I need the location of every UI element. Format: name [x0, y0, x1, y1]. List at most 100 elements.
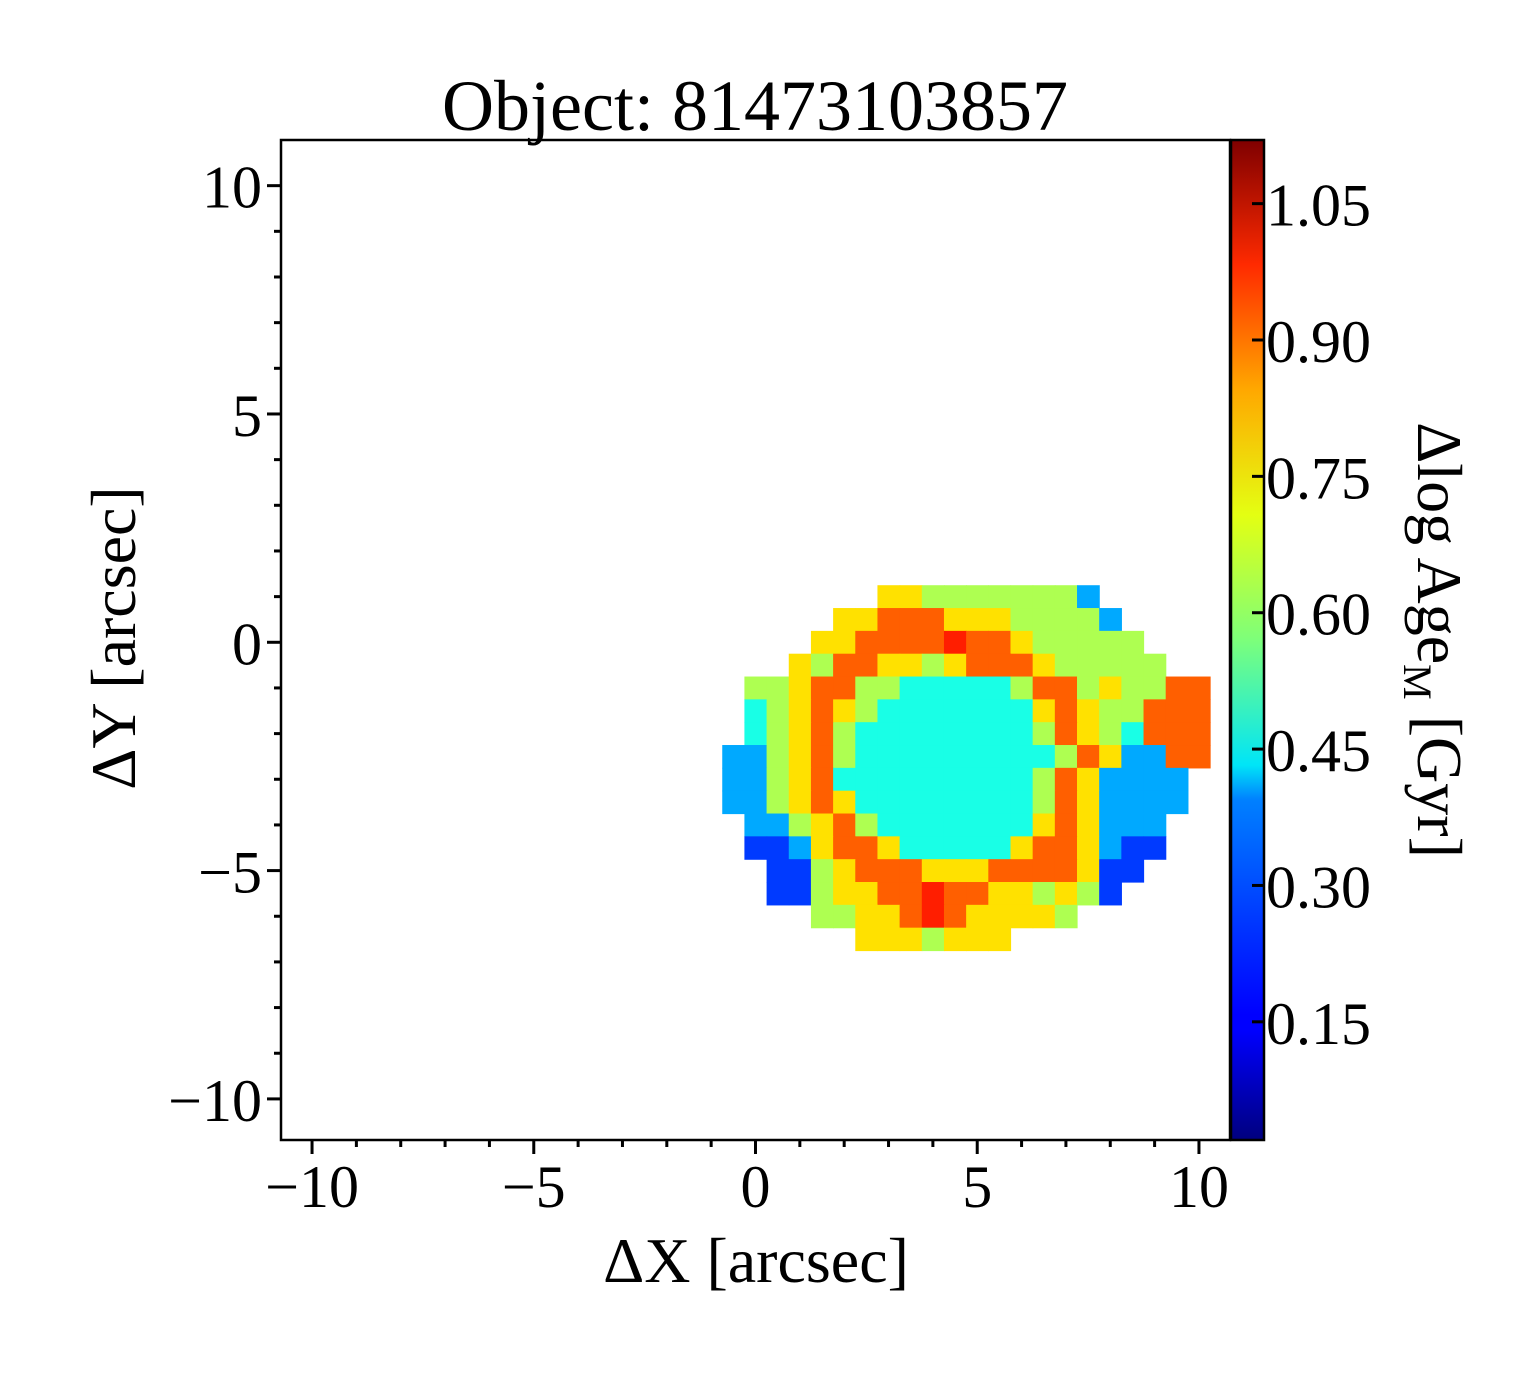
x-tick-label: 0: [741, 1154, 771, 1220]
heatmap-cell: [1121, 745, 1145, 769]
heatmap-cell: [855, 859, 879, 883]
heatmap-cell: [1099, 745, 1122, 769]
heatmap-cell: [1010, 699, 1034, 723]
heatmap-cell: [788, 722, 812, 746]
y-axis-label: ΔY [arcsec]: [78, 486, 149, 789]
heatmap-cell: [1121, 859, 1145, 883]
heatmap-cell: [921, 790, 945, 815]
heatmap-cell: [1143, 653, 1167, 678]
heatmap-cell: [833, 859, 856, 883]
heatmap-cell: [966, 904, 989, 929]
heatmap-cell: [988, 836, 1012, 860]
heatmap-cell: [1010, 585, 1034, 609]
heatmap-cell: [1010, 676, 1034, 700]
heatmap-cell: [855, 904, 879, 929]
heatmap-cell: [1010, 722, 1034, 746]
heatmap-cell: [988, 722, 1012, 746]
heatmap-cell: [788, 653, 812, 678]
heatmap-cell: [810, 722, 834, 746]
heatmap-cell: [855, 699, 879, 723]
heatmap-cell: [744, 745, 768, 769]
heatmap-cell: [1054, 904, 1078, 929]
heatmap-cell: [943, 813, 967, 837]
heatmap-cell: [766, 745, 790, 769]
heatmap-cell: [1143, 790, 1167, 815]
heatmap-cell: [1099, 699, 1122, 723]
heatmap-cells: [722, 585, 1211, 952]
heatmap-cell: [966, 745, 989, 769]
heatmap-cell: [1054, 608, 1078, 632]
heatmap-cell: [877, 882, 901, 906]
heatmap-cell: [1121, 722, 1145, 746]
heatmap-cell: [1010, 608, 1034, 632]
heatmap-cell: [966, 790, 989, 815]
heatmap-cell: [966, 585, 989, 609]
heatmap-cell: [1010, 767, 1034, 792]
heatmap-cell: [899, 836, 923, 860]
heatmap-cell: [1032, 630, 1056, 655]
heatmap-cell: [788, 767, 812, 792]
heatmap-cell: [722, 790, 746, 815]
heatmap-cell: [833, 790, 856, 815]
heatmap-cell: [877, 608, 901, 632]
heatmap-cell: [1032, 608, 1056, 632]
heatmap-cell: [1054, 676, 1078, 700]
heatmap-cell: [1054, 790, 1078, 815]
heatmap-cell: [877, 630, 901, 655]
heatmap-cell: [966, 608, 989, 632]
heatmap-cell: [1165, 722, 1189, 746]
heatmap-cell: [966, 882, 989, 906]
heatmap-cell: [1143, 722, 1167, 746]
heatmap-cell: [1077, 882, 1100, 906]
heatmap-cell: [921, 859, 945, 883]
heatmap-cell: [855, 767, 879, 792]
heatmap-cell: [899, 790, 923, 815]
heatmap-cell: [788, 882, 812, 906]
heatmap-cell: [921, 927, 945, 952]
heatmap-cell: [1121, 767, 1145, 792]
heatmap-cell: [899, 767, 923, 792]
heatmap-cell: [855, 745, 879, 769]
heatmap-cell: [966, 813, 989, 837]
heatmap-cell: [1054, 859, 1078, 883]
heatmap-cell: [1032, 676, 1056, 700]
heatmap-cell: [833, 653, 856, 678]
heatmap-cell: [943, 630, 967, 655]
heatmap-cell: [921, 836, 945, 860]
heatmap-cell: [1054, 745, 1078, 769]
heatmap-cell: [766, 767, 790, 792]
heatmap-cell: [943, 882, 967, 906]
heatmap-cell: [1077, 722, 1100, 746]
heatmap-cell: [1143, 767, 1167, 792]
heatmap-cell: [988, 904, 1012, 929]
heatmap-cell: [788, 836, 812, 860]
heatmap-cell: [899, 585, 923, 609]
heatmap-cell: [943, 585, 967, 609]
heatmap-cell: [1099, 722, 1122, 746]
heatmap-cell: [1077, 608, 1100, 632]
heatmap-cell: [766, 882, 790, 906]
heatmap-cell: [1165, 767, 1189, 792]
colorbar-tick-label: 0.45: [1266, 718, 1371, 784]
heatmap-cell: [1032, 653, 1056, 678]
heatmap-cell: [988, 927, 1012, 952]
heatmap-cell: [766, 836, 790, 860]
heatmap-cell: [833, 630, 856, 655]
heatmap-cell: [833, 676, 856, 700]
heatmap-cell: [921, 813, 945, 837]
heatmap-cell: [1165, 676, 1189, 700]
colorbar-label-main: Δlog Age: [1404, 422, 1475, 664]
heatmap-cell: [1077, 790, 1100, 815]
x-axis-label: ΔX [arcsec]: [603, 1225, 909, 1296]
heatmap-cell: [855, 676, 879, 700]
heatmap-cell: [899, 745, 923, 769]
heatmap-cell: [1010, 836, 1034, 860]
heatmap-cell: [1054, 653, 1078, 678]
heatmap-cell: [988, 630, 1012, 655]
heatmap-cell: [877, 699, 901, 723]
heatmap-cell: [899, 630, 923, 655]
heatmap-cell: [877, 790, 901, 815]
heatmap-cell: [744, 767, 768, 792]
heatmap-cell: [921, 882, 945, 906]
